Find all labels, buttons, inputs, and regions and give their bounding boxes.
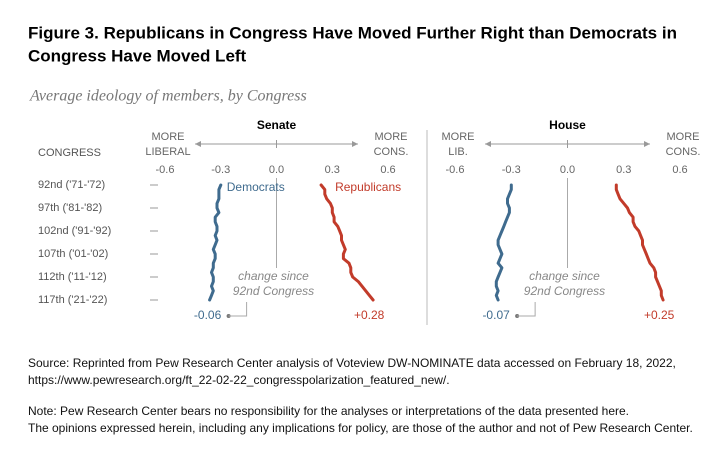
arrowhead — [644, 141, 650, 147]
source: https://www.pewresearch.org/ft_22-02-22_… — [28, 373, 450, 387]
x-tick-label: 0.0 — [560, 164, 575, 176]
note: The opinions expressed herein, including… — [28, 421, 693, 435]
note: Note: Pew Research Center bears no respo… — [28, 404, 629, 418]
change-label: +0.28 — [354, 308, 385, 322]
y-tick-label: 102nd ('91-'92) — [38, 225, 111, 237]
arrowhead — [485, 141, 491, 147]
x-tick-label: 0.0 — [269, 164, 284, 176]
direction-label: CONS. — [666, 146, 701, 158]
series-label: Republicans — [335, 180, 401, 194]
panel-title: Senate — [257, 118, 297, 132]
change-label: +0.25 — [644, 308, 675, 322]
annotation: 92nd Congress — [524, 284, 605, 298]
subtitle: Average ideology of members, by Congress — [29, 88, 307, 105]
y-tick-label: 117th ('21-'22) — [38, 294, 107, 306]
y-tick-label: 97th ('81-'82) — [38, 202, 102, 214]
arrowhead — [352, 141, 358, 147]
x-tick-label: -0.6 — [156, 164, 175, 176]
figure-title: Congress Have Moved Left — [28, 46, 247, 65]
x-tick-label: 0.3 — [325, 164, 340, 176]
series-line — [494, 183, 513, 302]
series-line — [208, 183, 223, 302]
annotation: change since — [529, 269, 600, 283]
direction-label: MORE — [667, 131, 700, 143]
x-tick-label: -0.3 — [502, 164, 521, 176]
y-tick-label: 92nd ('71-'72) — [38, 179, 105, 191]
source: Source: Reprinted from Pew Research Cent… — [28, 356, 676, 370]
y-tick-label: 112th ('11-'12) — [38, 271, 107, 283]
annotation: 92nd Congress — [233, 284, 314, 298]
direction-label: MORE — [375, 131, 408, 143]
x-tick-label: -0.3 — [211, 164, 230, 176]
y-tick-label: 107th ('01-'02) — [38, 248, 108, 260]
direction-label: CONS. — [374, 146, 409, 158]
direction-label: MORE — [442, 131, 475, 143]
change-label: -0.07 — [482, 308, 510, 322]
panel-title: House — [549, 118, 586, 132]
series-label: Democrats — [227, 180, 285, 194]
x-tick-label: -0.6 — [446, 164, 465, 176]
change-label: -0.06 — [194, 308, 222, 322]
y-axis-label: CONGRESS — [38, 147, 101, 159]
x-tick-label: 0.6 — [380, 164, 395, 176]
series-line — [614, 183, 665, 302]
annotation: change since — [238, 269, 309, 283]
x-tick-label: 0.6 — [672, 164, 687, 176]
figure-title: Figure 3. Republicans in Congress Have M… — [28, 23, 677, 42]
change-connector — [517, 302, 536, 317]
arrowhead — [195, 141, 201, 147]
x-tick-label: 0.3 — [616, 164, 631, 176]
change-connector — [228, 302, 248, 317]
direction-label: LIBERAL — [145, 146, 190, 158]
direction-label: LIB. — [448, 146, 468, 158]
series-line — [319, 183, 375, 302]
direction-label: MORE — [152, 131, 185, 143]
